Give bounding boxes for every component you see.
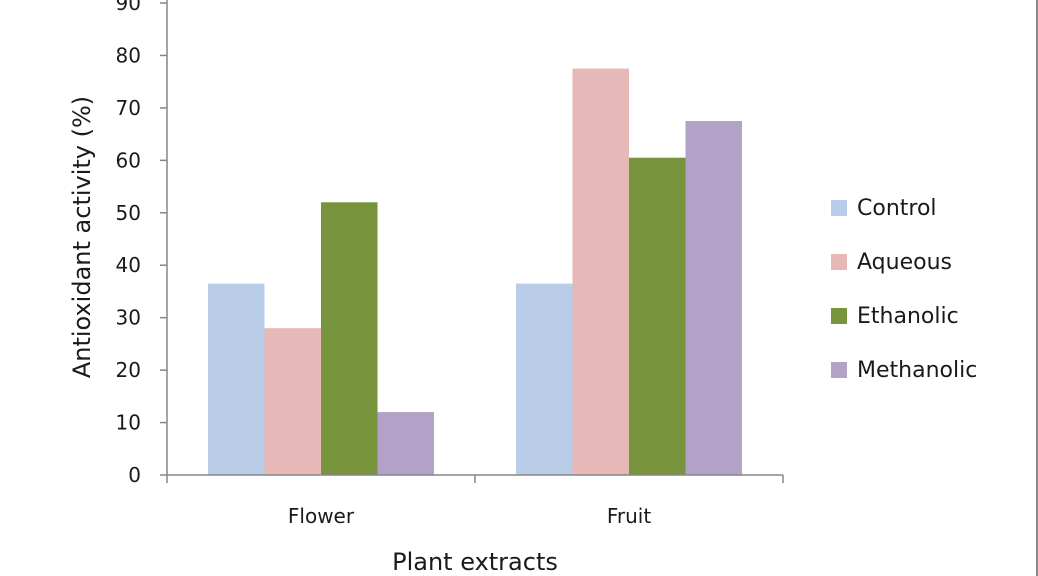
y-axis-title: Antioxidant activity (%)	[68, 96, 96, 378]
legend-label-methanolic: Methanolic	[857, 358, 977, 383]
plot-area	[208, 68, 742, 476]
y-tick-label: 0	[128, 463, 141, 487]
y-tick-label: 30	[116, 306, 141, 330]
y-tick-label: 80	[116, 43, 141, 67]
legend: Control Aqueous Ethanolic Methanolic	[831, 196, 977, 383]
x-category-label: Fruit	[607, 504, 652, 528]
y-tick-label: 10	[116, 411, 141, 435]
bar-ethanolic-flower	[321, 202, 378, 476]
y-tick-label: 60	[116, 148, 141, 172]
bar-ethanolic-fruit	[629, 157, 686, 475]
bar-aqueous-fruit	[572, 68, 629, 476]
bar-control-fruit	[516, 283, 573, 475]
bar-aqueous-flower	[264, 328, 321, 475]
y-tick-label: 50	[116, 201, 141, 225]
x-category-label: Flower	[288, 504, 355, 528]
y-tick-label: 90	[116, 0, 141, 15]
y-tick-label: 20	[116, 358, 141, 382]
y-ticks: 0 10 20 30 40 50 60 70 80 90	[116, 0, 167, 487]
legend-label-ethanolic: Ethanolic	[857, 304, 959, 329]
legend-swatch-control	[831, 200, 847, 216]
bar-methanolic-fruit	[685, 121, 742, 475]
bar-methanolic-flower	[377, 412, 434, 475]
y-tick-label: 40	[116, 253, 141, 277]
x-axis-title: Plant extracts	[392, 548, 558, 576]
legend-swatch-methanolic	[831, 362, 847, 378]
legend-label-aqueous: Aqueous	[857, 250, 952, 275]
legend-label-control: Control	[857, 196, 937, 221]
legend-swatch-aqueous	[831, 254, 847, 270]
legend-swatch-ethanolic	[831, 308, 847, 324]
x-category-labels: Flower Fruit	[166, 475, 784, 528]
bar-control-flower	[208, 283, 265, 475]
y-tick-label: 70	[116, 96, 141, 120]
